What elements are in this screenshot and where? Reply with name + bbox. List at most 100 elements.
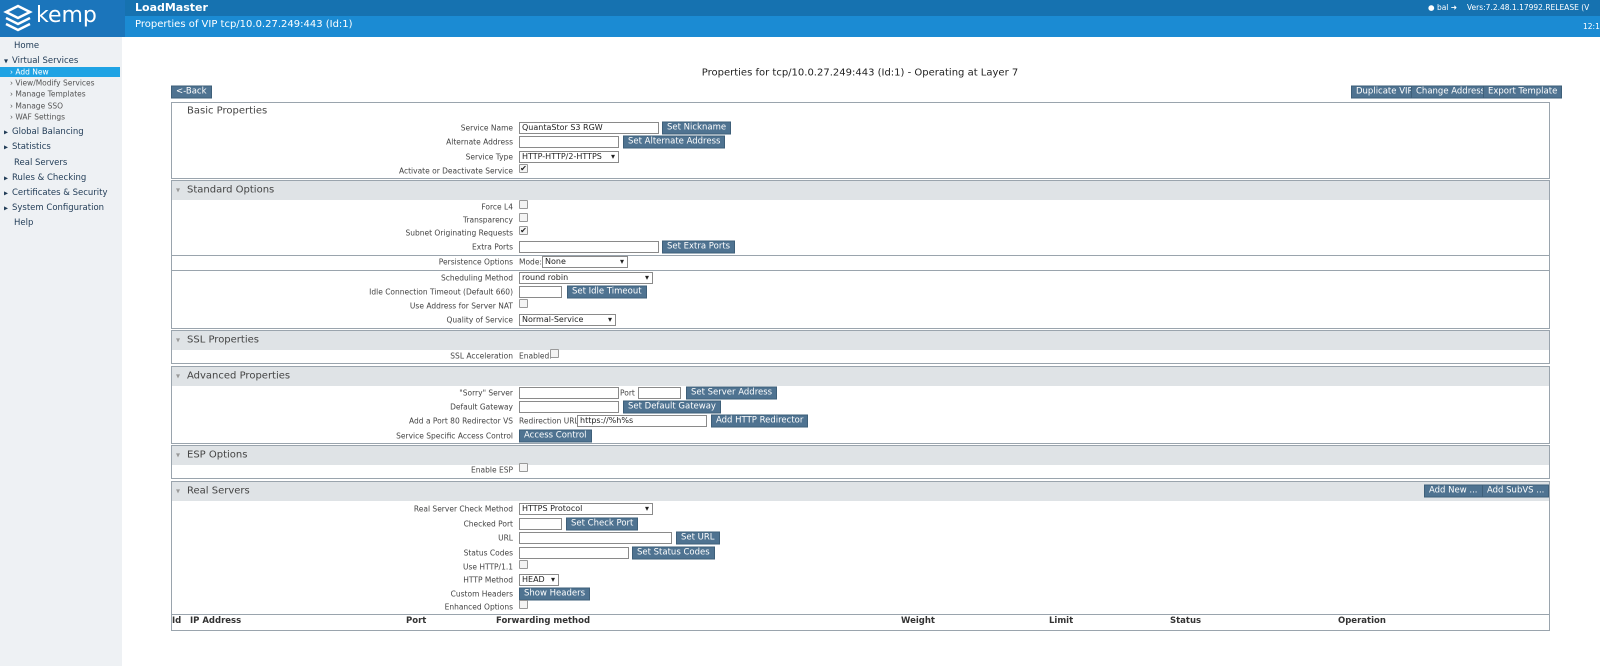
button[interactable]: Set Check Port xyxy=(566,517,639,531)
section-bar[interactable] xyxy=(172,482,1549,501)
collapse-arrow[interactable]: ▾ xyxy=(176,486,181,496)
button[interactable]: Access Control xyxy=(519,429,592,443)
field-label: Activate or Deactivate Service xyxy=(398,166,513,176)
checkbox[interactable] xyxy=(519,463,528,472)
text-input[interactable] xyxy=(638,387,681,399)
nav-item[interactable]: Statistics xyxy=(12,142,51,152)
field-label: SSL Acceleration xyxy=(450,351,513,361)
section-box xyxy=(171,481,1550,631)
section-title: Real Servers xyxy=(187,485,250,497)
column-header: Limit xyxy=(1049,616,1074,626)
field-label: Default Gateway xyxy=(450,402,513,412)
button[interactable]: Set Server Address xyxy=(686,386,778,400)
button[interactable]: Set Extra Ports xyxy=(662,240,736,254)
button[interactable]: Set Nickname xyxy=(662,121,732,135)
text-input[interactable] xyxy=(519,518,562,530)
text-input[interactable]: https://%h%s xyxy=(577,415,707,427)
nav-arrow: ▸ xyxy=(4,188,9,198)
section-bar[interactable] xyxy=(172,446,1549,465)
collapse-arrow[interactable]: ▾ xyxy=(176,371,181,381)
checkbox[interactable] xyxy=(519,213,528,222)
checkbox[interactable] xyxy=(550,349,559,358)
checkbox[interactable] xyxy=(519,226,528,235)
section-bar[interactable] xyxy=(172,331,1549,350)
field-label: Alternate Address xyxy=(446,137,513,147)
text-input[interactable] xyxy=(519,547,629,559)
nav-item[interactable]: Certificates & Security xyxy=(12,188,108,198)
section-action[interactable]: Add SubVS ... xyxy=(1482,484,1550,498)
text-input[interactable] xyxy=(519,241,659,253)
nav-arrow: ▸ xyxy=(4,203,9,213)
section-action[interactable]: Add New ... xyxy=(1424,484,1483,498)
field-label: Persistence Options xyxy=(438,257,513,267)
dropdown[interactable]: Normal-Service xyxy=(519,314,616,326)
text-input[interactable] xyxy=(519,286,562,298)
button[interactable]: Set Default Gateway xyxy=(623,400,721,414)
nav-item[interactable]: System Configuration xyxy=(12,203,105,213)
nav-subitem[interactable]: › View/Modify Services xyxy=(10,78,95,88)
field-label: Transparency xyxy=(462,215,513,225)
button[interactable]: Set Status Codes xyxy=(632,546,715,560)
logo-area[interactable]: kemp xyxy=(0,0,125,37)
action-button[interactable]: Export Template xyxy=(1483,85,1563,99)
text-input[interactable] xyxy=(519,532,672,544)
dropdown[interactable]: None xyxy=(542,256,628,268)
field-label: Quality of Service xyxy=(446,315,513,325)
button[interactable]: Set Idle Timeout xyxy=(567,285,647,299)
user[interactable]: ● bal ➜ xyxy=(1428,3,1458,12)
checkbox[interactable] xyxy=(519,600,528,609)
nav-subitem[interactable]: › WAF Settings xyxy=(10,112,65,122)
nav-item[interactable]: Global Balancing xyxy=(12,127,84,137)
text-input[interactable] xyxy=(519,136,619,148)
field-label: Custom Headers xyxy=(450,589,513,599)
checkbox[interactable] xyxy=(519,200,528,209)
nav-item[interactable]: Help xyxy=(14,218,34,228)
nav-item[interactable]: Virtual Services xyxy=(12,56,79,66)
checkbox[interactable] xyxy=(519,560,528,569)
collapse-arrow[interactable]: ▾ xyxy=(176,335,181,345)
nav-subitem[interactable]: › Manage SSO xyxy=(10,101,63,111)
nav-item[interactable]: Real Servers xyxy=(14,158,68,168)
dropdown[interactable]: HTTP-HTTP/2-HTTPS xyxy=(519,151,619,163)
field-label: "Sorry" Server xyxy=(459,388,513,398)
action-button[interactable]: Duplicate VIP xyxy=(1351,85,1418,99)
field-label: Use Address for Server NAT xyxy=(409,301,513,311)
nav-subitem[interactable]: › Add New xyxy=(10,67,49,77)
section-title: ESP Options xyxy=(187,449,248,461)
button[interactable]: Show Headers xyxy=(519,587,591,601)
action-button[interactable]: Change Address xyxy=(1411,85,1491,99)
text-input[interactable] xyxy=(519,387,619,399)
checkbox[interactable] xyxy=(519,299,528,308)
column-header: Port xyxy=(406,616,427,626)
column-header: Status xyxy=(1170,616,1202,626)
text-input[interactable] xyxy=(519,401,619,413)
section-bar[interactable] xyxy=(172,181,1549,200)
section-bar[interactable] xyxy=(172,367,1549,386)
nav-subitem[interactable]: › Manage Templates xyxy=(10,89,86,99)
field-label: Enhanced Options xyxy=(444,602,513,612)
dropdown[interactable]: HEAD xyxy=(519,574,559,586)
button[interactable]: Add HTTP Redirector xyxy=(711,414,809,428)
nav-item[interactable]: Rules & Checking xyxy=(12,173,87,183)
back-button[interactable]: <-Back xyxy=(171,85,212,99)
section-title: SSL Properties xyxy=(187,334,259,346)
collapse-arrow[interactable]: ▾ xyxy=(176,185,181,195)
dropdown[interactable]: HTTPS Protocol xyxy=(519,503,653,515)
nav-item[interactable]: Home xyxy=(14,41,40,51)
sidebar xyxy=(0,37,122,666)
button[interactable]: Set URL xyxy=(676,531,720,545)
collapse-arrow[interactable]: ▾ xyxy=(176,450,181,460)
button[interactable]: Set Alternate Address xyxy=(623,135,726,149)
field-label: Enable ESP xyxy=(471,465,513,475)
column-header: IP Address xyxy=(190,616,242,626)
field-label: Extra Ports xyxy=(472,242,513,252)
section-title: Advanced Properties xyxy=(187,370,291,382)
separator xyxy=(171,270,1550,271)
checkbox[interactable] xyxy=(519,164,528,173)
nav-subitem-label: Add New xyxy=(15,67,49,77)
table-rule xyxy=(171,614,1550,615)
text-input[interactable]: QuantaStor S3 RGW xyxy=(519,122,659,134)
dropdown[interactable]: round robin xyxy=(519,272,653,284)
column-header: Operation xyxy=(1338,616,1386,626)
nav-arrow: ▸ xyxy=(4,173,9,183)
